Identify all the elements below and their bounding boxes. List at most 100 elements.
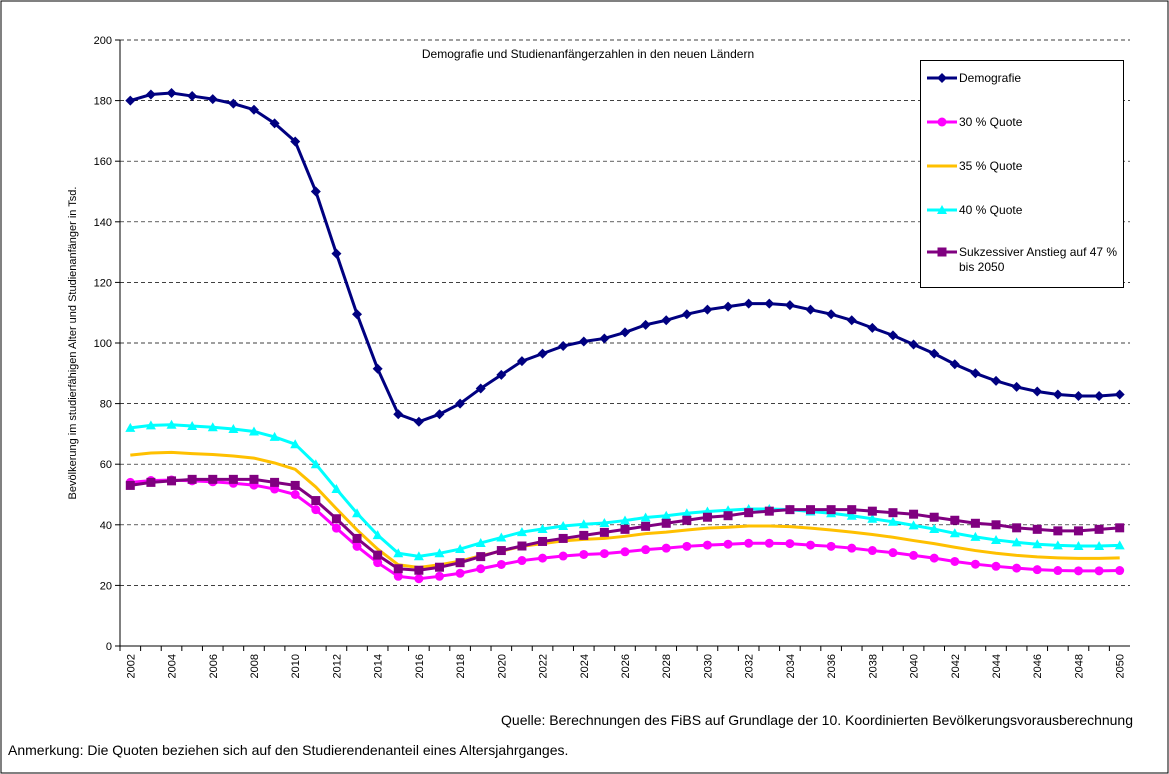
marker <box>228 98 239 109</box>
marker <box>434 562 444 572</box>
marker <box>937 117 947 127</box>
marker <box>847 505 857 515</box>
marker <box>167 476 177 486</box>
marker <box>950 515 960 525</box>
marker <box>640 512 651 522</box>
y-tick-label: 200 <box>94 35 112 47</box>
marker <box>372 363 383 374</box>
marker <box>937 73 947 83</box>
marker <box>373 550 383 560</box>
marker <box>867 506 877 516</box>
marker <box>331 248 342 259</box>
marker <box>538 553 548 563</box>
legend: Demografie 30 % Quote 35 % Quote 40 % Quote… <box>920 60 1124 288</box>
marker <box>909 550 919 560</box>
legend-swatch <box>927 73 957 83</box>
marker <box>764 298 775 309</box>
marker <box>207 94 218 105</box>
marker <box>846 315 857 326</box>
marker <box>1012 563 1022 573</box>
marker <box>146 477 156 487</box>
x-tick-label: 2026 <box>620 654 632 678</box>
x-tick-label: 2042 <box>950 654 962 678</box>
marker <box>414 574 424 584</box>
legend-label: Demografie <box>959 71 1022 85</box>
marker <box>1052 389 1063 400</box>
marker <box>516 527 527 537</box>
x-tick-label: 2032 <box>744 654 756 678</box>
x-tick-label: 2044 <box>991 654 1003 678</box>
x-tick-label: 2022 <box>538 654 550 678</box>
x-tick-label: 2020 <box>496 654 508 678</box>
y-tick-label: 180 <box>94 96 112 108</box>
marker <box>1053 566 1063 576</box>
marker <box>187 421 198 431</box>
marker <box>290 439 301 449</box>
marker <box>228 474 238 484</box>
marker <box>847 543 857 553</box>
legend-swatch <box>927 164 957 168</box>
x-tick-label: 2034 <box>785 654 797 678</box>
x-tick-label: 2024 <box>579 654 591 678</box>
marker <box>125 422 136 432</box>
x-tick-label: 2006 <box>208 654 220 678</box>
marker <box>248 104 259 115</box>
marker <box>331 484 342 494</box>
marker <box>702 512 712 522</box>
marker <box>867 513 878 523</box>
marker <box>887 516 898 526</box>
marker <box>937 205 947 214</box>
marker <box>991 534 1002 544</box>
x-tick-label: 2002 <box>125 654 137 678</box>
x-tick-label: 2030 <box>702 654 714 678</box>
marker <box>537 348 548 359</box>
marker <box>1011 537 1022 547</box>
marker <box>125 95 136 106</box>
marker <box>270 477 280 487</box>
y-tick-label: 100 <box>94 338 112 350</box>
legend-swatch <box>927 205 957 214</box>
marker <box>641 545 651 555</box>
marker <box>455 544 466 554</box>
marker <box>661 543 671 553</box>
marker <box>166 419 177 429</box>
y-tick-label: 0 <box>106 641 112 653</box>
marker <box>579 549 589 559</box>
marker <box>970 518 980 528</box>
marker <box>269 118 280 129</box>
marker <box>413 551 424 561</box>
marker <box>352 533 362 543</box>
marker <box>475 383 486 394</box>
marker <box>970 531 981 541</box>
x-tick-label: 2016 <box>414 654 426 678</box>
marker <box>620 547 630 557</box>
marker <box>145 89 156 100</box>
marker <box>496 532 507 542</box>
marker <box>991 561 1001 571</box>
marker <box>1115 566 1125 576</box>
marker <box>578 519 589 529</box>
marker <box>681 508 692 518</box>
marker <box>434 548 445 558</box>
marker <box>393 571 403 581</box>
legend-item: Sukzessiver Anstieg auf 47 % bis 2050 <box>925 245 1121 275</box>
legend-item: 35 % Quote <box>925 159 1121 174</box>
marker <box>1115 523 1125 533</box>
marker <box>599 527 609 537</box>
marker <box>887 330 898 341</box>
marker <box>208 474 218 484</box>
marker <box>682 515 692 525</box>
marker <box>661 315 672 326</box>
marker <box>537 524 548 534</box>
marker <box>331 523 341 533</box>
marker <box>909 509 919 519</box>
marker <box>744 538 754 548</box>
y-tick-label: 140 <box>94 217 112 229</box>
marker <box>970 559 980 569</box>
marker <box>393 548 404 558</box>
y-tick-label: 80 <box>100 399 112 411</box>
marker <box>826 505 836 515</box>
marker <box>290 480 300 490</box>
x-tick-label: 2050 <box>1115 654 1127 678</box>
x-tick-label: 2028 <box>661 654 673 678</box>
